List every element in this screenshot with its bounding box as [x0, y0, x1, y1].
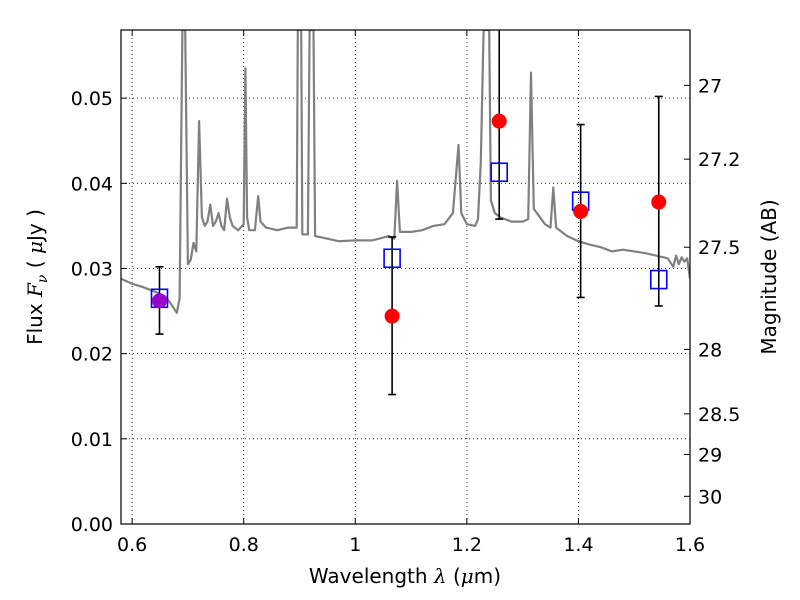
- observed-flux-point: [651, 194, 667, 210]
- x-tick-label: 1.4: [563, 534, 593, 556]
- plot-background: [121, 30, 690, 524]
- y-tick-label: 0.01: [71, 429, 113, 451]
- y2-tick-label: 28.5: [698, 404, 740, 426]
- x-tick-label: 1.2: [452, 534, 482, 556]
- x-axis-title: Wavelength λ (μm): [309, 564, 501, 588]
- marker-layer: [150, 113, 668, 324]
- plot-frame: [120, 29, 691, 525]
- data-layer: [121, 30, 690, 314]
- y2-tick-label: 29: [698, 444, 722, 466]
- x-tick-label: 1.6: [675, 534, 705, 556]
- y2-tick-label: 27.2: [698, 149, 740, 171]
- y-tick-label: 0.05: [71, 88, 113, 110]
- y-tick-label: 0.04: [71, 173, 113, 195]
- model-spectrum-line: [121, 30, 690, 314]
- y-axis-title: Flux Fν ( μJy ): [23, 209, 51, 345]
- observed-flux-point: [384, 308, 400, 324]
- y2-tick-label: 27.5: [698, 237, 740, 259]
- observed-flux-point: [573, 203, 589, 219]
- x-tick-label: 1: [349, 534, 361, 556]
- y-tick-label: 0.00: [71, 514, 113, 536]
- y-tick-label: 0.03: [71, 258, 113, 280]
- x-tick-label: 0.8: [229, 534, 259, 556]
- grid-lines: [121, 30, 690, 524]
- model-photometry-square: [490, 162, 509, 183]
- axis-ticks: 0.6 0.8 1 1.2 1.4 1.6 0.00 0.01 0.02 0.03 0.04 0.05…: [71, 30, 740, 556]
- y-tick-label: 0.02: [71, 344, 113, 366]
- observed-flux-point: [151, 293, 167, 309]
- y2-tick-label: 30: [698, 486, 722, 508]
- model-photometry-square: [383, 248, 401, 269]
- x-tick-label: 0.6: [117, 534, 147, 556]
- y2-axis-title: Magnitude (AB): [757, 199, 781, 354]
- y2-tick-label: 27: [698, 75, 722, 97]
- y2-tick-label: 28: [698, 339, 722, 361]
- observed-flux-point: [491, 113, 507, 129]
- model-photometry-square: [649, 269, 668, 290]
